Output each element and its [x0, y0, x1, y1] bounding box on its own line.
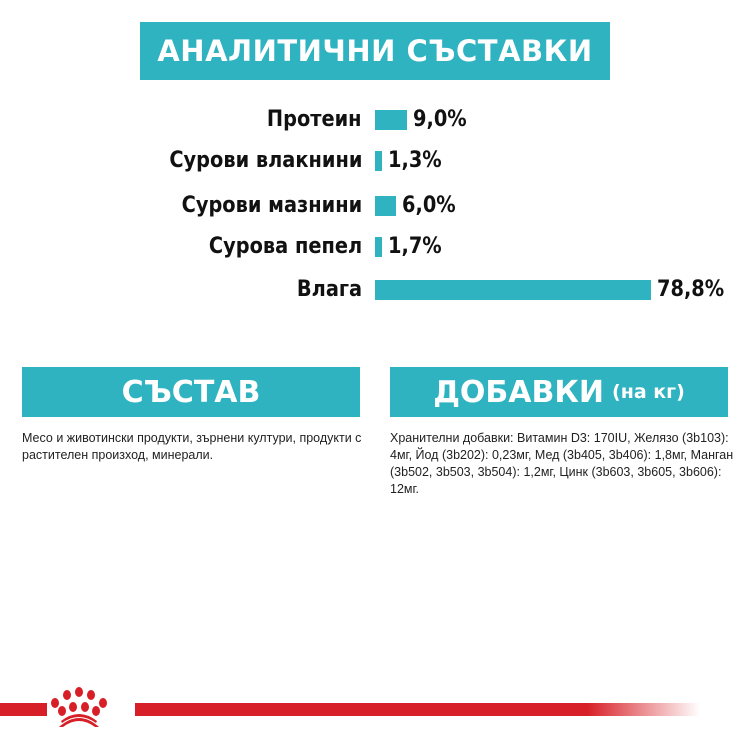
composition-heading-text: СЪСТАВ — [121, 374, 261, 410]
bar-label: Сурова пепел — [208, 234, 362, 259]
bar-label: Сурови влакнини — [168, 148, 362, 173]
bar — [375, 110, 407, 130]
bar — [375, 280, 651, 300]
additives-heading-text: ДОБАВКИ — [433, 374, 605, 410]
bar-value-label: 78,8% — [656, 277, 724, 302]
additives-heading: ДОБАВКИ (на кг) — [390, 367, 728, 417]
section-title: АНАЛИТИЧНИ СЪСТАВКИ — [140, 22, 610, 80]
royal-canin-crown-logo — [51, 687, 107, 727]
bar-label: Сурови мазнини — [181, 193, 362, 218]
composition-heading: СЪСТАВ — [22, 367, 360, 417]
additives-heading-suffix: (на кг) — [612, 381, 685, 403]
composition-text: Месо и животински продукти, зърнени култ… — [22, 431, 362, 462]
bar-value-label: 9,0% — [412, 107, 467, 132]
bar — [375, 196, 396, 216]
bar-label: Влага — [296, 277, 362, 302]
brand-line-left — [0, 703, 47, 716]
bar — [375, 237, 382, 257]
bar-label: Протеин — [267, 107, 362, 132]
additives-text: Хранителни добавки: Витамин D3: 170IU, Ж… — [390, 431, 734, 496]
bar-value-label: 1,3% — [388, 148, 442, 173]
brand-line-right — [135, 703, 700, 716]
bar-value-label: 1,7% — [388, 234, 442, 259]
bar — [375, 151, 382, 171]
bar-value-label: 6,0% — [402, 193, 456, 218]
